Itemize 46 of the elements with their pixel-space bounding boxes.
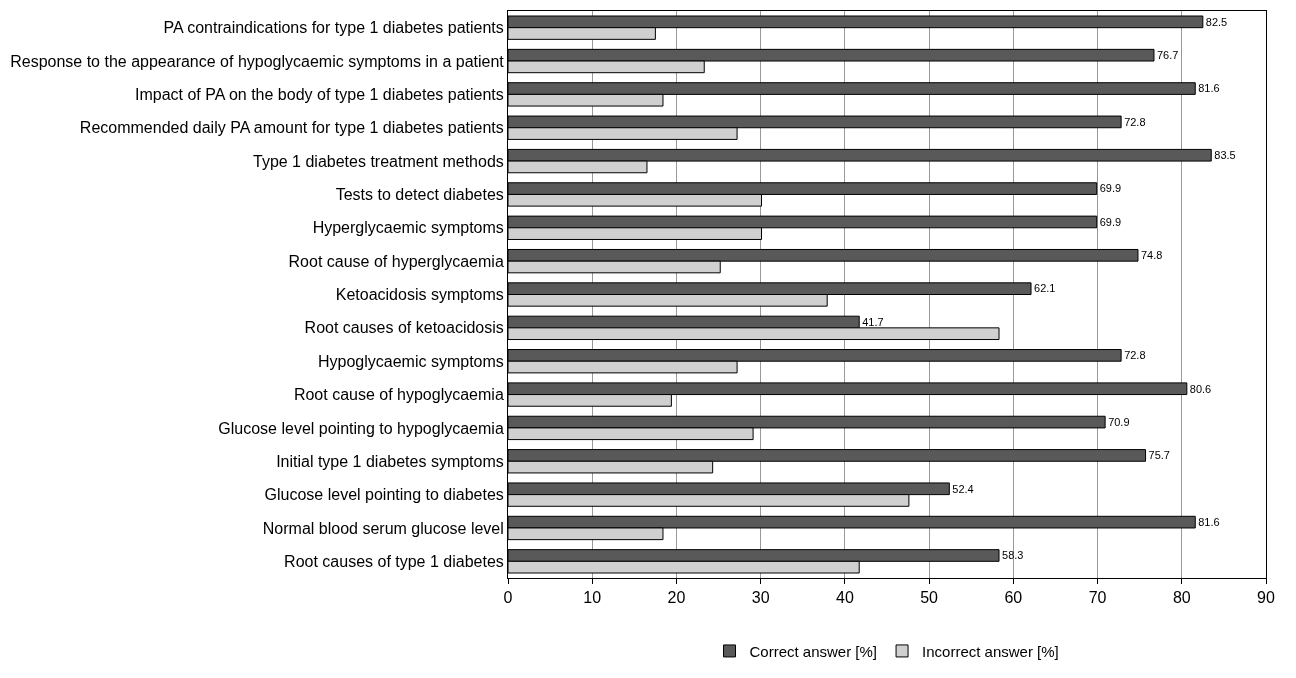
data-label: 81.6 <box>1198 82 1220 95</box>
data-label: 72.8 <box>1124 349 1146 362</box>
data-label: 52.4 <box>952 482 974 495</box>
y-tick-label: Root cause of hyperglycaemia <box>288 252 504 270</box>
x-tick-label: 0 <box>503 589 513 607</box>
data-label: 72.8 <box>1124 115 1146 128</box>
x-tick-label: 10 <box>583 589 602 607</box>
y-tick-label: Normal blood serum glucose level <box>262 519 504 537</box>
y-tick-label: Impact of PA on the body of type 1 diabetes patients <box>134 85 504 103</box>
legend-label: Correct answer [%] <box>749 642 878 660</box>
data-label: 74.8 <box>1140 249 1163 262</box>
y-tick-label: Hyperglycaemic symptoms <box>312 219 504 237</box>
x-tick-label: 60 <box>1004 589 1023 607</box>
x-tick-label: 50 <box>920 589 939 607</box>
y-tick-label: Type 1 diabetes treatment methods <box>252 152 504 170</box>
y-tick-label: Initial type 1 diabetes symptoms <box>276 452 504 470</box>
y-tick-label: Ketoacidosis symptoms <box>335 286 504 304</box>
data-label: 83.5 <box>1214 149 1236 162</box>
data-label: 76.7 <box>1156 48 1179 61</box>
data-label: 58.3 <box>1002 549 1024 562</box>
y-tick-label: Root cause of hypoglycaemia <box>293 386 504 404</box>
data-label: 69.9 <box>1099 182 1122 195</box>
data-label: 75.7 <box>1148 449 1170 462</box>
x-tick-label: 20 <box>667 589 686 607</box>
y-tick-label: Root causes of ketoacidosis <box>304 319 504 337</box>
legend-label: Incorrect answer [%] <box>922 642 1059 660</box>
y-tick-label: Tests to detect diabetes <box>335 186 504 204</box>
x-tick-label: 30 <box>751 589 770 607</box>
y-tick-label: Glucose level pointing to diabetes <box>264 486 504 504</box>
y-tick-label: Response to the appearance of hypoglycaemic symptoms in a patient <box>10 52 505 70</box>
y-tick-label: Hypoglycaemic symptoms <box>317 352 504 370</box>
data-label: 41.7 <box>862 315 884 328</box>
y-tick-label: Root causes of type 1 diabetes <box>284 552 504 570</box>
data-label: 80.6 <box>1189 382 1212 395</box>
x-tick-label: 70 <box>1088 589 1107 607</box>
data-label: 81.6 <box>1198 515 1220 528</box>
x-tick-label: 90 <box>1257 589 1275 607</box>
y-tick-label: PA contraindications for type 1 diabetes patients <box>163 19 504 37</box>
data-label: 69.9 <box>1099 215 1122 228</box>
data-label: 62.1 <box>1034 282 1056 295</box>
data-label: 70.9 <box>1108 415 1130 428</box>
y-tick-label: Recommended daily PA amount for type 1 diabetes patients <box>79 119 504 137</box>
x-tick-label: 40 <box>835 589 854 607</box>
data-label: 82.5 <box>1205 15 1228 28</box>
x-tick-label: 80 <box>1172 589 1191 607</box>
y-tick-label: Glucose level pointing to hypoglycaemia <box>218 419 504 437</box>
